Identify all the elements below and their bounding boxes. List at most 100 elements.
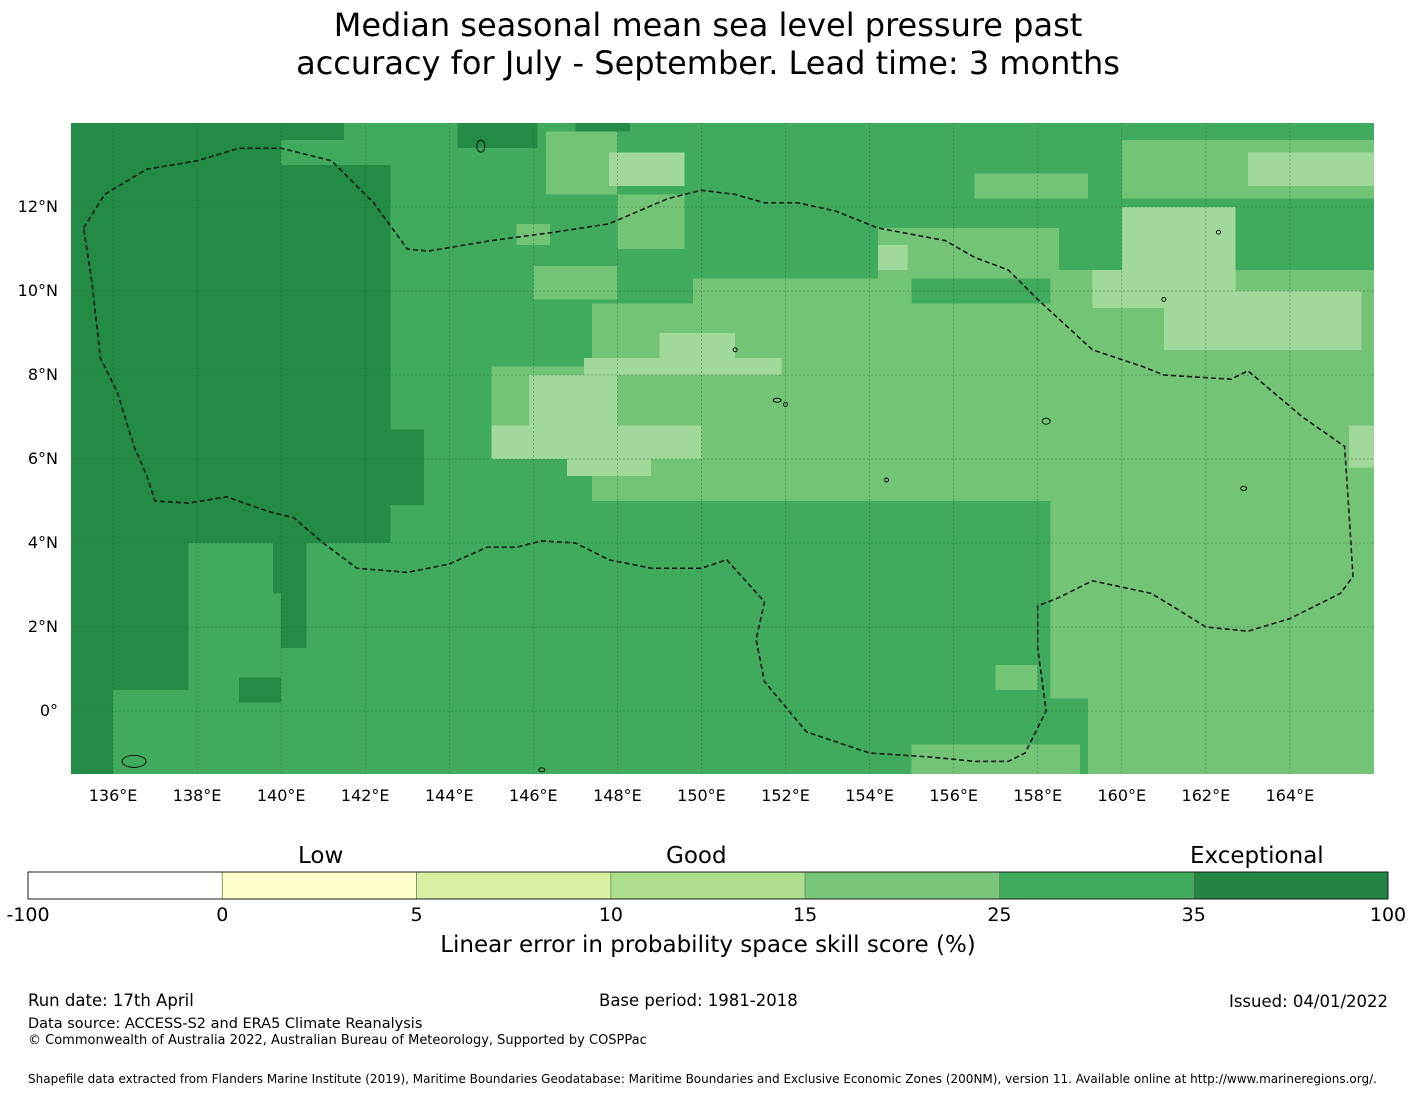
colorbar-tick-label: 35 [1182, 904, 1206, 926]
lon-tick-label: 158°E [1013, 786, 1062, 805]
colorbar-tick-label: -100 [6, 904, 49, 926]
skill-cell-very-high [71, 501, 114, 774]
colorbar-tick-label: 0 [216, 904, 228, 926]
skill-cell-very-high [230, 240, 265, 266]
island-outline [121, 754, 147, 768]
run-date: Run date: 17th April [28, 991, 194, 1010]
skill-cell-very-high [71, 123, 189, 502]
skill-cell-mid [533, 265, 618, 300]
lat-tick-labels: 12°N 10°N 8°N 6°N 4°N 2°N 0° [18, 197, 58, 720]
skill-cell-mid [974, 173, 1089, 199]
skill-cell-very-high [230, 291, 328, 317]
skill-cell-very-high [281, 585, 307, 648]
lon-tick-label: 136°E [89, 786, 138, 805]
lon-tick-label: 138°E [173, 786, 222, 805]
lat-tick-label: 4°N [28, 533, 58, 552]
lon-tick-label: 152°E [761, 786, 810, 805]
colorbar: -100 0 5 10 15 25 35 100 [6, 871, 1406, 926]
skill-cell-mid [995, 664, 1038, 690]
colorbar-category-exceptional: Exceptional [1190, 843, 1324, 869]
skill-cell-mid [1142, 484, 1374, 774]
issued-date: Issued: 04/01/2022 [1228, 992, 1388, 1011]
copyright: © Commonwealth of Australia 2022, Austra… [28, 1033, 647, 1048]
skill-cell-very-high [457, 123, 538, 149]
colorbar-tick-label: 10 [599, 904, 623, 926]
skill-cell-high [911, 564, 1072, 774]
island-outline [476, 139, 486, 153]
skill-cell-high [424, 459, 525, 501]
skill-cell-low [1348, 425, 1374, 468]
colorbar-bin [610, 871, 806, 900]
colorbar-bin [221, 871, 417, 900]
title-line-1: Median seasonal mean sea level pressure … [333, 6, 1083, 44]
lon-tick-label: 156°E [929, 786, 978, 805]
skill-cell-low [878, 244, 908, 270]
skill-cell-mid [693, 278, 912, 304]
skill-cell-low [1092, 270, 1206, 308]
skill-cell-very-high [146, 123, 345, 140]
colorbar-frame [27, 871, 1389, 900]
skill-cell-very-high [575, 123, 631, 132]
skill-cell-mid [878, 228, 1059, 279]
lon-tick-label: 142°E [341, 786, 390, 805]
lon-tick-label: 150°E [677, 786, 726, 805]
data-source: Data source: ACCESS-S2 and ERA5 Climate … [28, 1016, 423, 1032]
eez-boundary [82, 147, 1354, 763]
skill-cell-high [491, 333, 593, 367]
colorbar-tick-label: 15 [793, 904, 817, 926]
island-outline [52, 393, 56, 399]
skill-cell-low [491, 425, 702, 459]
island-outline [538, 767, 546, 773]
skill-cell-low [659, 333, 736, 359]
skill-cell-very-high [113, 501, 189, 690]
skill-cell-high [146, 698, 189, 774]
lon-tick-label: 164°E [1266, 786, 1315, 805]
lat-tick-label: 12°N [18, 197, 58, 216]
skill-cell-low [1247, 152, 1374, 186]
island-outline [1161, 296, 1167, 302]
lon-tick-labels: 136°E 138°E 140°E 142°E 144°E 146°E 148°E 150°E… [89, 786, 1315, 805]
island-outline [732, 347, 738, 353]
colorbar-label: Linear error in probability space skill … [440, 932, 976, 958]
lon-tick-label: 144°E [425, 786, 474, 805]
shapefile-credit: Shapefile data extracted from Flanders M… [28, 1072, 1377, 1086]
island-outline [1216, 229, 1221, 235]
lat-tick-label: 6°N [28, 449, 58, 468]
skill-cell-low [529, 375, 618, 426]
colorbar-tick-label: 5 [411, 904, 423, 926]
title-line-2: accuracy for July - September. Lead time… [296, 44, 1120, 82]
lon-tick-label: 146°E [509, 786, 558, 805]
colorbar-bin [416, 871, 612, 900]
map-title: Median seasonal mean sea level pressure … [0, 6, 1416, 82]
skill-cell-low [566, 459, 652, 476]
island-outline [1240, 485, 1248, 491]
lat-tick-label: 8°N [28, 365, 58, 384]
map-panel [52, 123, 1374, 774]
lat-tick-label: 10°N [18, 281, 58, 300]
lon-tick-label: 140°E [257, 786, 306, 805]
skill-cell-mid [617, 194, 685, 249]
lat-tick-label: 0° [40, 701, 58, 720]
colorbar-bin [1193, 871, 1389, 900]
lon-tick-label: 162°E [1182, 786, 1231, 805]
lon-tick-label: 160°E [1097, 786, 1146, 805]
skill-cell-very-high [188, 165, 391, 543]
island-outline [772, 397, 782, 403]
colorbar-category-good: Good [666, 843, 727, 869]
colorbar-bin [804, 871, 1000, 900]
colorbar-tick-label: 100 [1370, 904, 1406, 926]
colorbar-bin [999, 871, 1195, 900]
skill-cell-low [583, 358, 782, 375]
skill-cell-mid [545, 131, 618, 195]
lon-tick-label: 148°E [593, 786, 642, 805]
island-outline [883, 477, 889, 483]
lat-tick-label: 2°N [28, 617, 58, 636]
colorbar-tick-label: 25 [987, 904, 1011, 926]
island-outline [783, 401, 788, 407]
base-period: Base period: 1981-2018 [599, 991, 798, 1010]
island-outline [1041, 417, 1051, 425]
skill-cell-high [1155, 123, 1248, 132]
lon-tick-label: 154°E [845, 786, 894, 805]
skill-cell-low [609, 152, 685, 186]
